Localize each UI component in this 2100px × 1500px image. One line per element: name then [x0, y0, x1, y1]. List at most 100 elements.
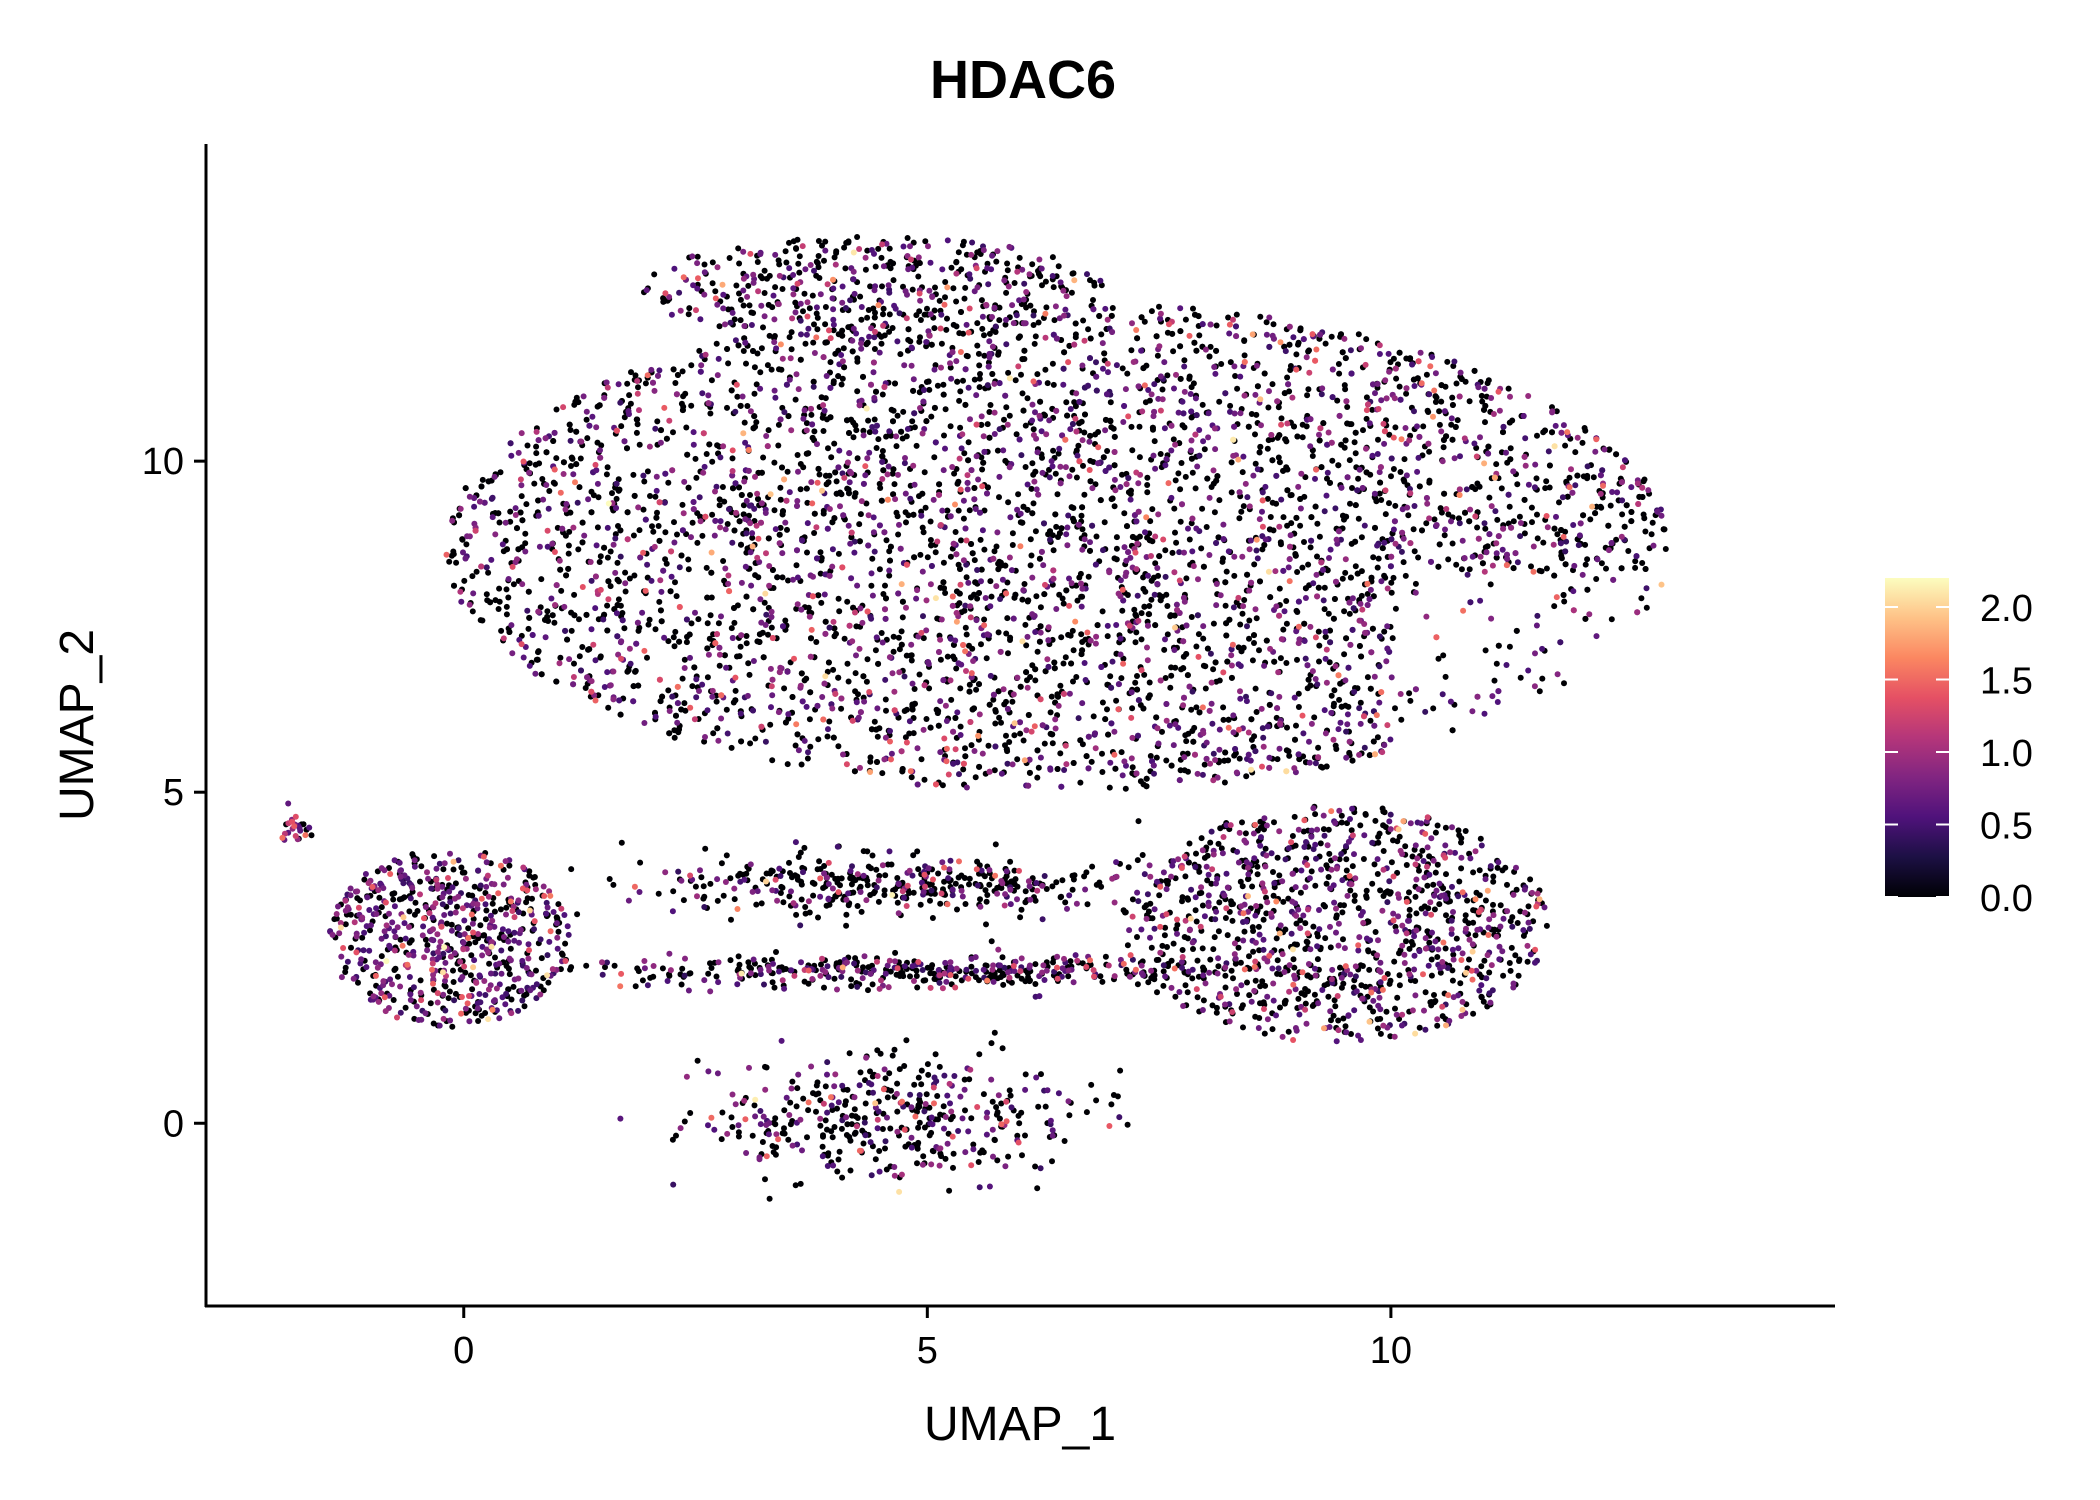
data-point: [1253, 615, 1260, 622]
data-point: [439, 901, 446, 908]
data-point: [1238, 508, 1245, 515]
data-point: [999, 954, 1006, 961]
data-point: [822, 339, 829, 346]
data-point: [900, 408, 907, 415]
data-point: [1030, 500, 1037, 507]
data-point: [1099, 978, 1106, 985]
data-point: [1099, 608, 1106, 615]
data-point: [1628, 509, 1635, 515]
data-point: [805, 1107, 812, 1114]
data-point: [720, 558, 727, 564]
data-point: [1011, 594, 1018, 601]
data-point: [454, 903, 460, 910]
data-point: [651, 271, 658, 278]
data-point: [1377, 887, 1384, 894]
data-point: [1299, 564, 1306, 571]
data-point: [864, 314, 871, 321]
data-point: [604, 627, 611, 634]
data-point: [915, 866, 922, 873]
data-point: [1017, 914, 1024, 921]
data-point: [1099, 699, 1106, 706]
data-point: [1082, 636, 1089, 643]
data-point: [1124, 370, 1131, 377]
data-point: [1228, 967, 1235, 974]
data-point: [1092, 431, 1099, 438]
data-point: [1087, 547, 1093, 554]
data-point: [1593, 576, 1600, 582]
data-point: [1369, 625, 1376, 632]
data-point: [564, 636, 571, 643]
data-point: [728, 387, 735, 394]
data-point: [1367, 717, 1374, 724]
data-point: [1369, 880, 1376, 887]
data-point: [781, 1125, 787, 1132]
data-point: [942, 406, 949, 413]
data-point: [954, 378, 961, 385]
data-point: [921, 776, 928, 783]
data-point: [397, 936, 404, 943]
data-point: [401, 894, 408, 901]
data-point: [1108, 1101, 1115, 1108]
data-point: [713, 340, 720, 347]
data-point: [948, 696, 955, 703]
data-point: [1004, 760, 1011, 767]
data-point: [802, 340, 809, 347]
data-point: [1397, 469, 1404, 475]
data-point: [1342, 1023, 1349, 1030]
data-point: [758, 345, 765, 352]
data-point: [1055, 693, 1061, 700]
data-point: [873, 445, 880, 451]
data-point: [942, 1155, 949, 1162]
data-point: [716, 502, 723, 509]
data-point: [1416, 483, 1423, 490]
data-point: [1228, 674, 1235, 681]
data-point: [915, 273, 922, 280]
data-point: [655, 890, 662, 897]
data-point: [1240, 503, 1247, 510]
data-point: [1491, 677, 1498, 684]
data-point: [1172, 993, 1179, 1000]
data-point: [824, 668, 831, 675]
data-point: [1016, 254, 1023, 261]
data-point: [779, 511, 786, 518]
data-point: [1280, 898, 1287, 905]
data-point: [786, 859, 792, 866]
data-point: [1330, 615, 1337, 622]
data-point: [786, 239, 792, 246]
data-point: [1281, 998, 1288, 1005]
data-point: [673, 593, 680, 600]
data-point: [824, 1059, 831, 1066]
data-point: [887, 543, 894, 550]
data-point: [538, 955, 545, 962]
data-point: [1377, 1030, 1384, 1037]
data-point: [1236, 515, 1243, 522]
data-point: [1363, 887, 1370, 894]
data-point: [861, 1119, 868, 1126]
data-point: [792, 742, 799, 749]
data-point: [1536, 688, 1543, 695]
data-point: [951, 470, 958, 477]
data-point: [753, 901, 760, 908]
data-point: [1168, 672, 1175, 679]
data-point: [865, 863, 872, 870]
data-point: [776, 261, 783, 268]
data-point: [525, 625, 532, 632]
data-point: [585, 646, 592, 653]
data-point: [1486, 494, 1493, 501]
data-point: [1156, 303, 1162, 310]
data-point: [1136, 423, 1143, 430]
data-point: [918, 1081, 925, 1088]
data-point: [568, 627, 575, 634]
data-point: [1276, 585, 1283, 592]
data-point: [489, 900, 496, 907]
data-point: [701, 904, 708, 910]
data-point: [894, 875, 901, 881]
data-point: [1456, 832, 1463, 839]
data-point: [766, 332, 773, 339]
data-point: [1039, 454, 1045, 461]
data-point: [969, 550, 976, 557]
data-point: [1200, 635, 1207, 642]
data-point: [1222, 749, 1229, 756]
data-point: [923, 1091, 930, 1098]
data-point: [1539, 675, 1546, 682]
